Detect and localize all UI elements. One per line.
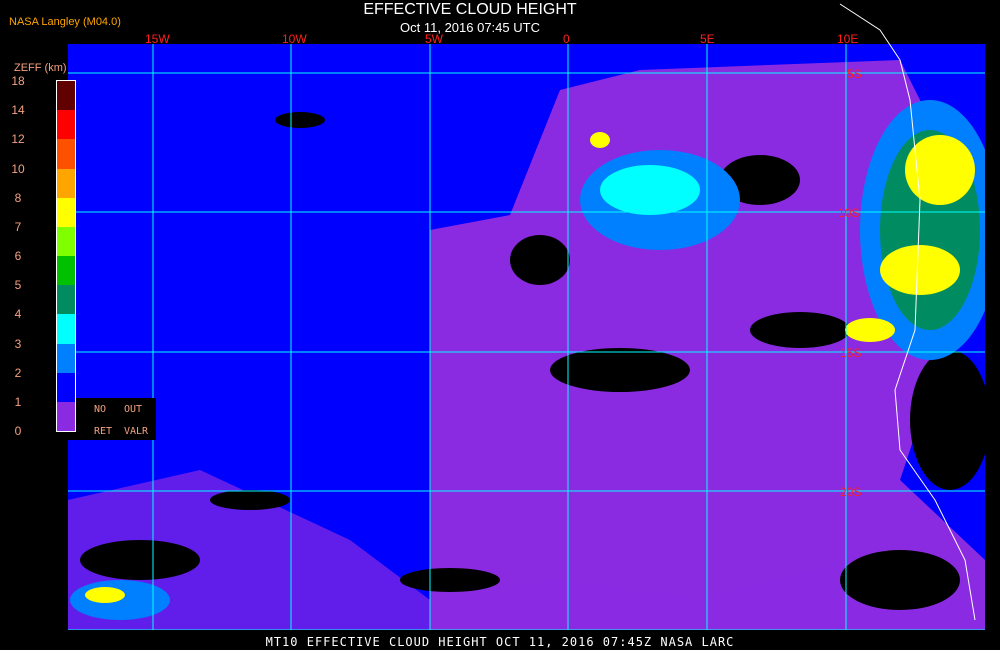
color-scale-segment — [57, 110, 75, 140]
color-scale-segment — [57, 139, 75, 169]
legend-tick-label: 6 — [14, 249, 22, 263]
source-label: NASA Langley (M04.0) — [9, 16, 121, 28]
footer-caption: MT10 EFFECTIVE CLOUD HEIGHT OCT 11, 2016… — [265, 635, 735, 649]
lon-label: 5W — [425, 32, 444, 46]
legend-tick-label: 10 — [11, 161, 25, 176]
legend-tick-label: 8 — [14, 190, 22, 205]
lon-label: 10E — [837, 32, 858, 46]
legend-valr-label: VALR — [124, 426, 149, 437]
legend-tick-label: 5 — [14, 278, 22, 293]
color-scale-segment — [57, 285, 75, 315]
legend-tick-label: 7 — [14, 219, 22, 234]
legend-no-label: NO — [94, 404, 107, 415]
color-scale-segment — [57, 226, 75, 257]
legend-tick-label: 3 — [14, 336, 22, 351]
lat-label: 5S — [847, 67, 862, 81]
lon-label: 10W — [282, 32, 307, 46]
legend-box — [68, 398, 156, 440]
legend-tick-label: 1 — [14, 394, 22, 409]
lat-label: 15S — [840, 346, 861, 360]
color-scale-segment — [57, 81, 75, 111]
lon-label: 5E — [700, 32, 715, 46]
lat-label: 20S — [840, 485, 861, 499]
legend-tick-label: 0 — [14, 424, 22, 438]
color-scale-segment — [57, 256, 75, 286]
latitude-labels: 5S 10S 15S 20S — [838, 67, 862, 499]
legend-tick-label: 4 — [14, 307, 22, 322]
map-title: EFFECTIVE CLOUD HEIGHT — [363, 1, 577, 18]
legend-out-label: OUT — [124, 404, 143, 415]
color-scale-segment — [57, 343, 75, 373]
legend-ret-label: RET — [94, 426, 113, 437]
lon-label: 0 — [563, 32, 570, 46]
clear-sky-south — [68, 470, 985, 630]
map-timestamp: Oct 11, 2016 07:45 UTC — [400, 20, 540, 35]
color-scale-segment — [57, 168, 75, 198]
color-scale-segment — [57, 401, 75, 432]
africa-coastline — [839, 3, 976, 621]
legend-tick-label: 12 — [11, 132, 25, 147]
longitude-labels: 15W 10W 5W 0 5E 10E — [145, 32, 858, 46]
lon-label: 15W — [145, 32, 170, 46]
lat-label: 10S — [838, 206, 859, 220]
high-cloud-areas — [70, 100, 985, 620]
legend-unit: ZEFF (km) — [14, 62, 67, 74]
no-retrieval-areas — [80, 112, 985, 610]
color-scale-segment — [57, 314, 75, 344]
legend-tick-label: 14 — [11, 103, 25, 118]
color-scale-segment — [57, 197, 75, 227]
lat-lon-grid — [68, 44, 985, 630]
color-scale-segment — [57, 372, 75, 402]
color-scale-bar — [56, 80, 76, 432]
legend-tick-label: 18 — [11, 74, 25, 88]
legend-tick-label: 2 — [14, 365, 22, 380]
